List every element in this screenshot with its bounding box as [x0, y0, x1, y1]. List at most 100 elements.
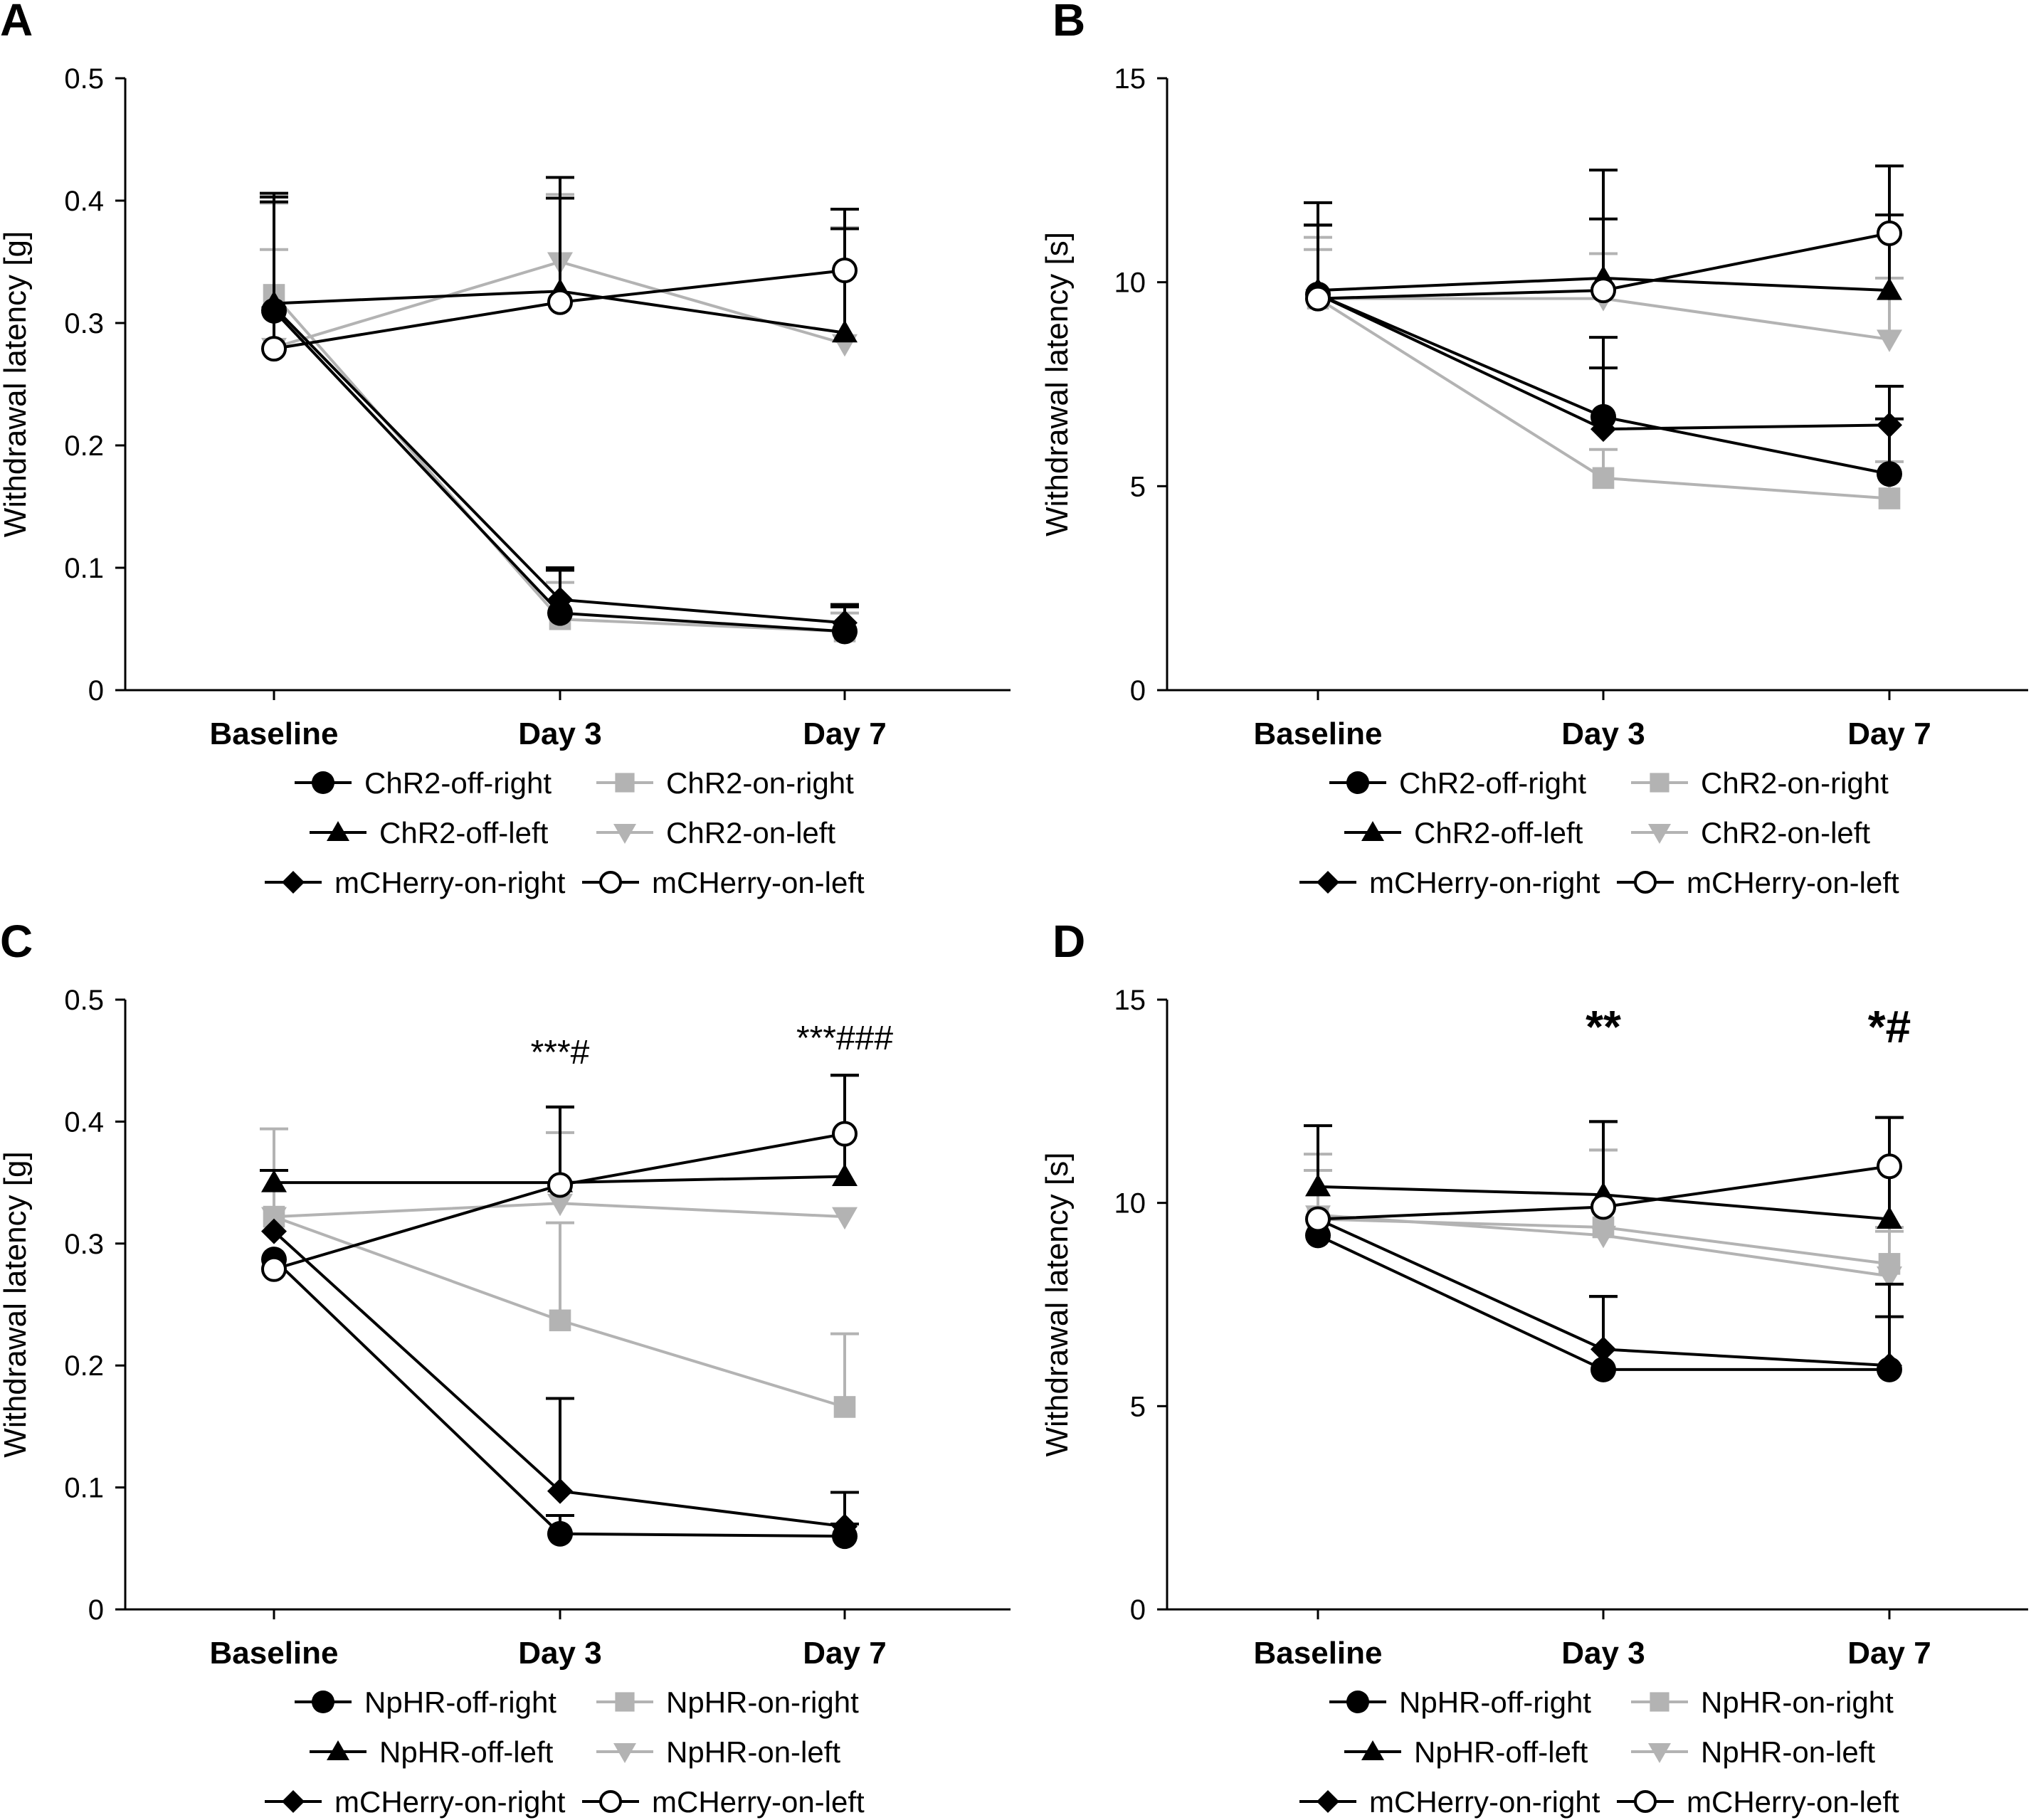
y-tick-label: 0.4: [64, 1106, 104, 1138]
legend-label: NpHR-on-left: [666, 1735, 840, 1769]
data-point: [832, 258, 858, 284]
series-mcherry-on-left: [261, 1074, 859, 1282]
legend-marker: [327, 821, 349, 841]
series-mcherry-on-left: [1305, 1116, 1904, 1232]
legend-item: NpHR-off-right: [295, 1686, 556, 1719]
y-tick-label: 0: [1130, 675, 1146, 707]
data-point: [547, 289, 573, 315]
legend-marker: [599, 871, 622, 894]
legend-marker: [1648, 1743, 1671, 1763]
significance-annotation: ***###: [796, 1020, 893, 1057]
data-point: [1877, 220, 1902, 246]
data-point: [1590, 277, 1616, 304]
data-point: [549, 1309, 571, 1332]
legend-label: mCHerry-on-left: [652, 1785, 865, 1819]
data-point: [1590, 1225, 1616, 1249]
legend-item: NpHR-on-right: [1631, 1686, 1894, 1719]
legend-item: ChR2-on-right: [1631, 766, 1889, 800]
legend-label: NpHR-off-right: [1399, 1686, 1591, 1719]
legend-label: mCHerry-on-right: [1369, 1785, 1600, 1819]
legend-label: mCHerry-on-right: [334, 1785, 566, 1819]
legend-marker: [1317, 871, 1339, 894]
legend-marker: [312, 1691, 334, 1713]
y-tick-label: 0: [88, 675, 104, 707]
legend-item: mCHerry-on-left: [1617, 1785, 1899, 1819]
legend-marker: [1361, 821, 1384, 841]
legend-item: NpHR-on-left: [1631, 1735, 1875, 1769]
legend-marker: [282, 1790, 305, 1813]
series-mcherry-on-right: [261, 1218, 859, 1540]
legend-label: ChR2-off-left: [379, 816, 549, 850]
data-point: [547, 1520, 573, 1547]
significance-annotation: **: [1586, 1001, 1621, 1052]
chart-panel-b: B 0 5 10 15 Withdrawal latency [s] Baseline Day…: [1040, 0, 2028, 899]
legend-item: NpHR-off-right: [1329, 1686, 1591, 1719]
legend-marker: [1650, 773, 1669, 793]
legend-label: mCHerry-on-left: [1687, 866, 1899, 899]
legend-marker: [613, 824, 636, 844]
y-tick-label: 5: [1130, 471, 1146, 502]
legend-item: mCHerry-on-right: [265, 1785, 566, 1819]
legend-marker: [1648, 824, 1671, 844]
legend-label: NpHR-on-right: [666, 1686, 859, 1719]
legend-label: ChR2-off-right: [1399, 766, 1586, 800]
data-point: [1877, 1266, 1902, 1289]
legend-label: NpHR-off-right: [364, 1686, 556, 1719]
legend-item: mCHerry-on-right: [1299, 866, 1600, 899]
y-tick-label: 0: [88, 1594, 104, 1626]
legend-item: ChR2-on-right: [596, 766, 854, 800]
data-point: [832, 1513, 858, 1540]
legend-marker: [1346, 1691, 1369, 1713]
legend-marker: [1650, 1692, 1669, 1712]
data-point: [1590, 1356, 1616, 1382]
y-tick-label: 0.1: [64, 1473, 104, 1504]
legend-item: mCHerry-on-left: [582, 1785, 865, 1819]
y-tick-label: 0.4: [64, 186, 104, 217]
legend-item: mCHerry-on-left: [582, 866, 865, 899]
legend-marker: [615, 1692, 635, 1712]
legend-label: ChR2-on-right: [1701, 766, 1889, 800]
x-tick-label: Baseline: [210, 716, 339, 751]
legend-item: NpHR-off-left: [1344, 1735, 1588, 1769]
legend-label: ChR2-off-right: [364, 766, 552, 800]
data-point: [1877, 277, 1902, 300]
data-point: [832, 610, 858, 636]
legend-label: NpHR-off-left: [1414, 1735, 1588, 1769]
legend-marker: [282, 871, 305, 894]
x-tick-label: Day 3: [518, 716, 601, 751]
legend-label: NpHR-off-left: [379, 1735, 554, 1769]
x-tick-label: Day 7: [1847, 716, 1931, 751]
series-mcherry-on-left: [1304, 164, 1904, 312]
data-point: [547, 1478, 573, 1504]
y-tick-label: 10: [1114, 1188, 1146, 1219]
chart-panel-c: C 0 0.1 0.2 0.3 0.4 0.5 Withdrawal latency [g] B…: [0, 916, 1011, 1819]
y-axis-label: Withdrawal latency [g]: [0, 231, 33, 537]
data-point: [1877, 1206, 1902, 1229]
x-tick-label: Day 7: [1847, 1636, 1931, 1671]
y-tick-label: 0.5: [64, 63, 104, 95]
data-point: [1877, 412, 1902, 438]
y-tick-label: 0.3: [64, 308, 104, 339]
significance-annotation: *#: [1868, 1001, 1911, 1052]
legend-marker: [1634, 1790, 1657, 1813]
data-point: [261, 336, 287, 362]
panel-label: C: [0, 916, 33, 967]
legend-marker: [615, 773, 635, 793]
data-point: [832, 1207, 858, 1230]
x-tick-label: Day 3: [1561, 1636, 1645, 1671]
data-point: [261, 1218, 287, 1244]
chart-panel-d: D 0 5 10 15 Withdrawal latency [s] Baseline Day…: [1040, 916, 2028, 1819]
data-point: [547, 1172, 573, 1198]
series-mcherry-on-left: [260, 196, 859, 362]
data-point: [833, 1396, 856, 1418]
legend-label: NpHR-on-left: [1701, 1735, 1875, 1769]
legend-label: ChR2-on-left: [1701, 816, 1870, 850]
x-tick-label: Day 3: [1561, 716, 1645, 751]
x-tick-label: Day 7: [803, 716, 886, 751]
legend-item: ChR2-off-left: [1344, 816, 1583, 850]
x-tick-label: Baseline: [1254, 716, 1383, 751]
data-point: [261, 1207, 287, 1230]
legend-item: NpHR-on-right: [596, 1686, 859, 1719]
legend-label: mCHerry-on-left: [652, 866, 865, 899]
data-point: [1590, 1336, 1616, 1363]
